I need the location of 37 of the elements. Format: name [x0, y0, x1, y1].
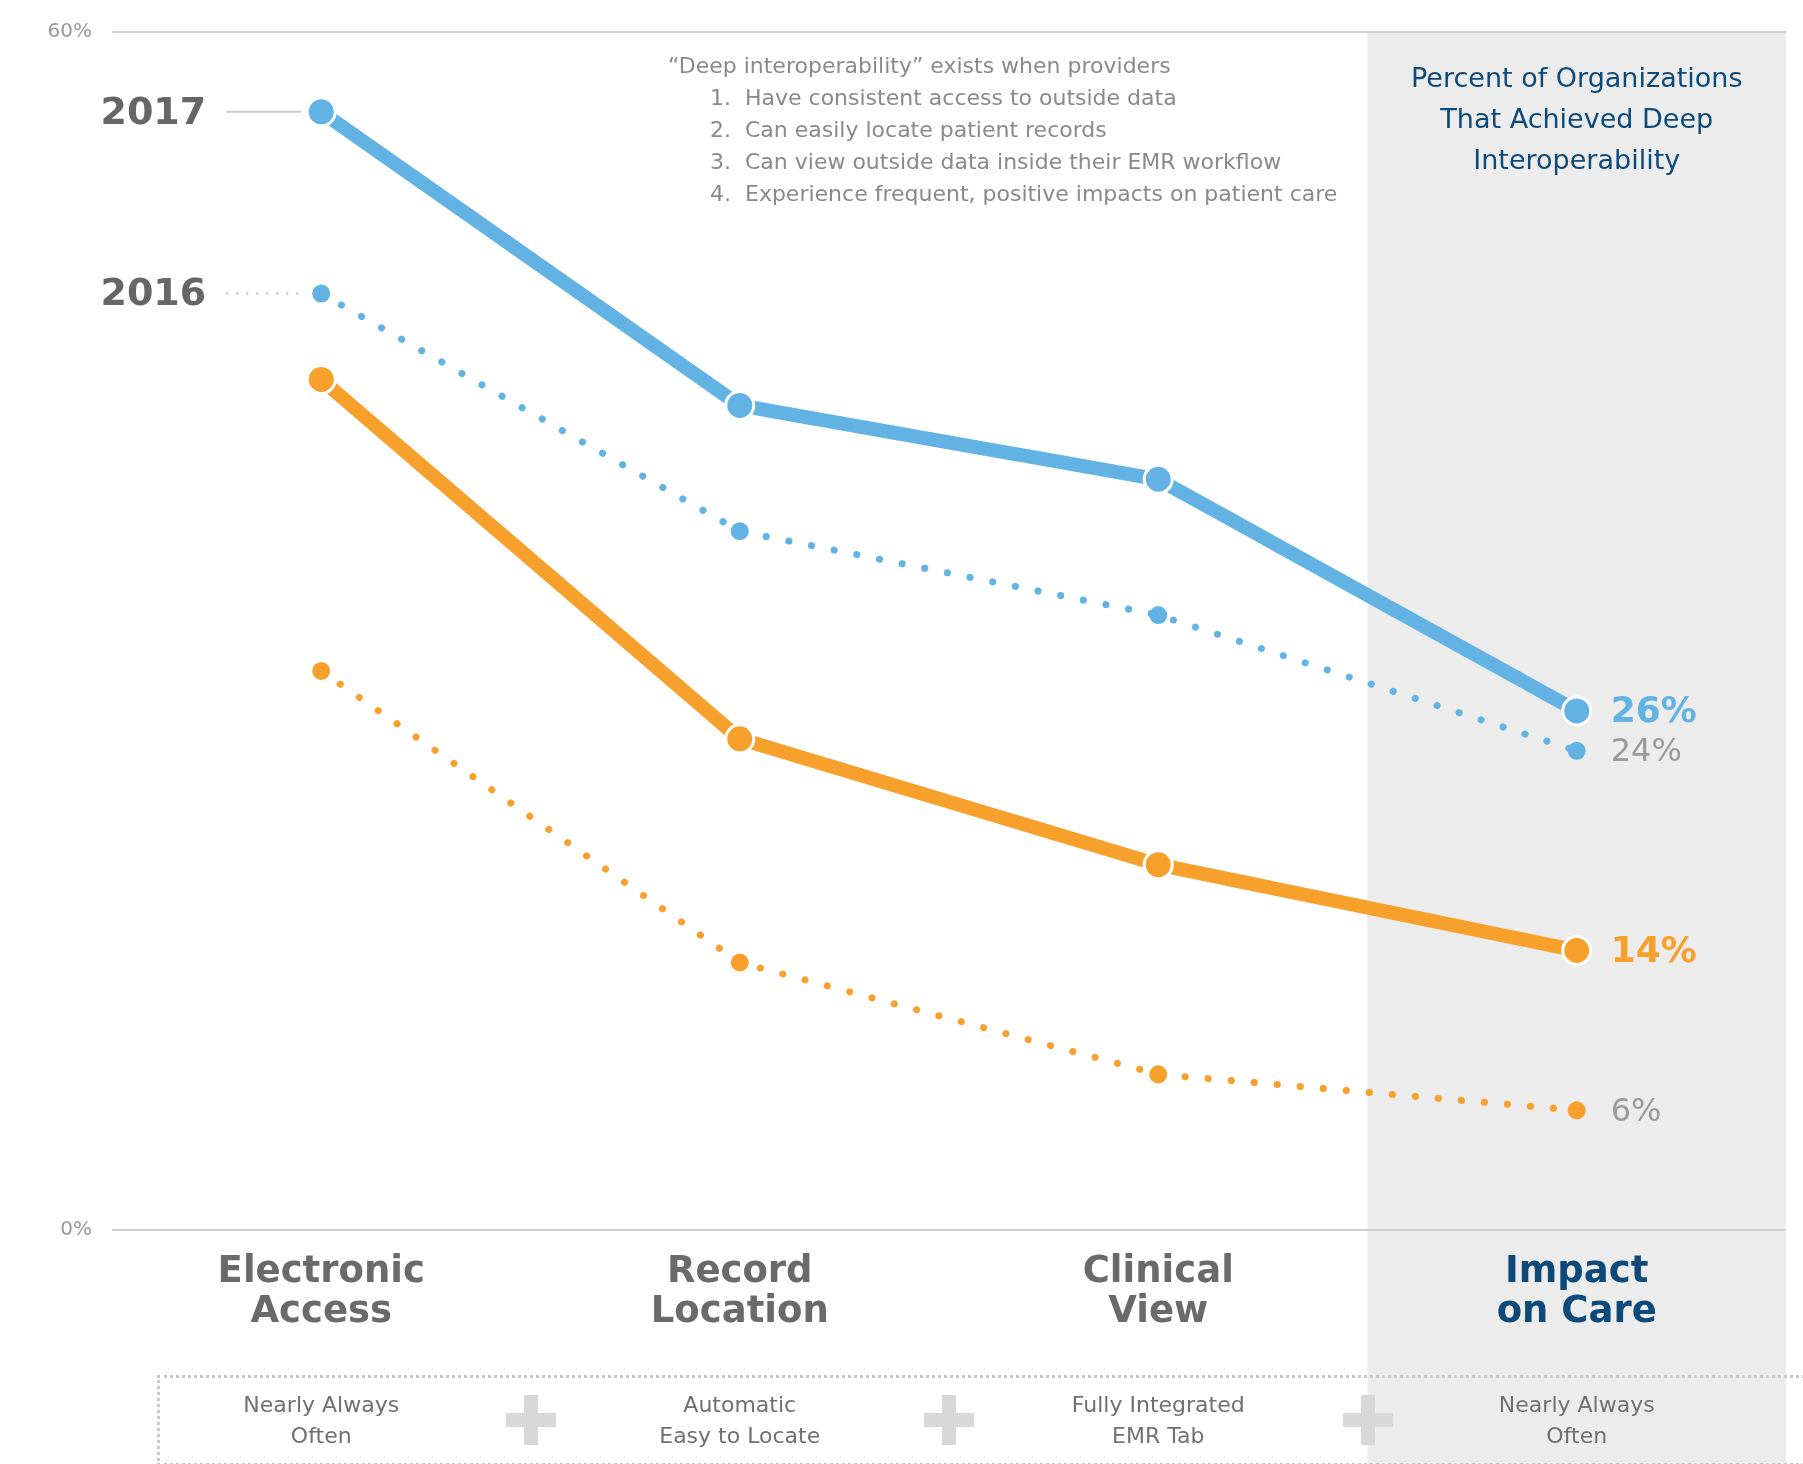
- point: [730, 953, 749, 972]
- x-tick-label: Impact on Care: [1496, 1247, 1657, 1331]
- x-tick-label: Clinical View: [1082, 1247, 1234, 1331]
- x-tick-label: Record Location: [650, 1247, 829, 1331]
- point: [1567, 1101, 1586, 1120]
- annotation: 1. Have consistent access to outside data: [710, 84, 1177, 112]
- point: [1567, 741, 1586, 760]
- text: Nearly Always Often: [1498, 1391, 1655, 1450]
- annotation: 3. Can view outside data inside their EMR workflow: [710, 148, 1282, 176]
- data-label: 24%: [1610, 731, 1682, 770]
- point: [312, 284, 331, 303]
- point: [305, 96, 337, 128]
- text: 2017: [100, 88, 207, 133]
- text: Automatic Easy to Locate: [659, 1391, 821, 1450]
- y-tick-label: 60%: [47, 18, 92, 43]
- band-label: Percent of Organizations That Achieved Deep Interoperability: [1410, 61, 1744, 177]
- data-label: 26%: [1610, 689, 1697, 731]
- annotation: “Deep interoperability” exists when providers: [668, 52, 1171, 80]
- annotation: 4. Experience frequent, positive impacts on patient care: [710, 180, 1338, 208]
- point: [1149, 1065, 1168, 1084]
- point: [312, 661, 331, 680]
- point: [724, 723, 756, 755]
- x-tick-label: Electronic Access: [217, 1247, 425, 1331]
- text: Nearly Always Often: [243, 1391, 400, 1450]
- point: [1142, 463, 1174, 495]
- annotation: 2. Can easily locate patient records: [710, 116, 1107, 144]
- point: [1142, 849, 1174, 881]
- point: [724, 389, 756, 421]
- point: [1561, 695, 1593, 727]
- point: [730, 522, 749, 541]
- point: [1561, 935, 1593, 967]
- y-tick-label: 0%: [60, 1216, 92, 1241]
- data-label: 14%: [1610, 928, 1697, 970]
- data-label: 6%: [1610, 1090, 1662, 1129]
- text: Fully Integrated EMR Tab: [1071, 1391, 1245, 1450]
- point: [1149, 606, 1168, 625]
- text: 2016: [100, 270, 207, 315]
